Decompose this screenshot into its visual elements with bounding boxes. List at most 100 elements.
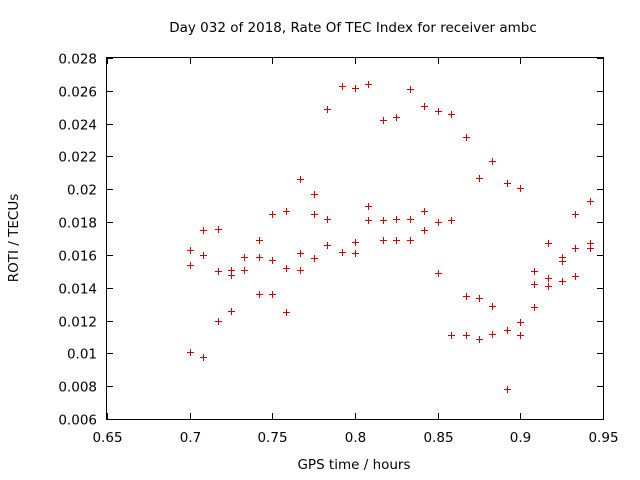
data-point: [297, 267, 304, 274]
data-point: [324, 106, 331, 113]
data-point: [559, 278, 566, 285]
data-point: [476, 175, 483, 182]
y-tick-label: 0.028: [58, 52, 97, 68]
data-point: [421, 208, 428, 215]
data-point: [517, 319, 524, 326]
data-point: [380, 237, 387, 244]
data-point: [448, 332, 455, 339]
data-point: [200, 252, 207, 259]
data-point: [241, 267, 248, 274]
data-point: [421, 227, 428, 234]
data-point: [324, 242, 331, 249]
data-point: [489, 158, 496, 165]
data-point: [463, 134, 470, 141]
y-tick-label: 0.012: [58, 315, 97, 331]
data-point: [545, 283, 552, 290]
y-tick-label: 0.026: [58, 85, 97, 101]
data-point: [269, 291, 276, 298]
y-tick-label: 0.01: [67, 347, 97, 363]
data-point: [476, 295, 483, 302]
x-tick-label: 0.85: [423, 430, 453, 446]
data-point: [311, 211, 318, 218]
data-point: [407, 216, 414, 223]
data-point: [572, 211, 579, 218]
data-point: [297, 176, 304, 183]
data-point: [393, 114, 400, 121]
data-point: [407, 237, 414, 244]
data-point: [269, 211, 276, 218]
data-point: [352, 85, 359, 92]
data-point: [572, 273, 579, 280]
data-point: [187, 247, 194, 254]
y-tick-label: 0.022: [58, 150, 97, 166]
data-point: [448, 111, 455, 118]
data-point: [380, 117, 387, 124]
data-point: [517, 332, 524, 339]
data-point: [393, 216, 400, 223]
data-point: [435, 219, 442, 226]
data-point: [504, 386, 511, 393]
x-tick-label: 0.8: [345, 430, 366, 446]
plot-frame: [106, 57, 604, 420]
data-point: [463, 332, 470, 339]
data-point: [463, 293, 470, 300]
data-point: [435, 270, 442, 277]
data-point: [587, 245, 594, 252]
data-point: [448, 217, 455, 224]
data-point: [241, 254, 248, 261]
y-tick-label: 0.014: [58, 282, 97, 298]
data-point: [435, 108, 442, 115]
data-point: [256, 291, 263, 298]
data-point: [531, 304, 538, 311]
y-tick-label: 0.024: [58, 118, 97, 134]
y-tick-label: 0.008: [58, 380, 97, 396]
data-point: [339, 249, 346, 256]
data-point: [283, 265, 290, 272]
x-axis-ticks: 0.65 0.7 0.75 0.8 0.85 0.9 0.95: [92, 58, 619, 446]
y-tick-label: 0.018: [58, 216, 97, 232]
data-point: [297, 250, 304, 257]
data-points: [187, 81, 594, 393]
data-point: [407, 86, 414, 93]
data-point: [311, 255, 318, 262]
data-point: [489, 331, 496, 338]
data-point: [228, 308, 235, 315]
data-point: [269, 257, 276, 264]
y-axis-label: ROTI / TECUs: [6, 194, 22, 282]
data-point: [256, 237, 263, 244]
y-axis-ticks: 0.006 0.008 0.01 0.012 0.014 0.016 0.018 0.02 0.…: [58, 52, 603, 429]
data-point: [215, 226, 222, 233]
data-point: [531, 268, 538, 275]
x-tick-label: 0.7: [180, 430, 201, 446]
data-point: [200, 354, 207, 361]
x-tick-label: 0.75: [257, 430, 287, 446]
data-point: [393, 237, 400, 244]
data-point: [283, 208, 290, 215]
data-point: [187, 262, 194, 269]
data-point: [352, 250, 359, 257]
data-point: [352, 239, 359, 246]
y-tick-label: 0.016: [58, 249, 97, 265]
data-point: [476, 336, 483, 343]
data-point: [187, 349, 194, 356]
y-tick-label: 0.02: [67, 183, 97, 199]
data-point: [421, 103, 428, 110]
chart-title: Day 032 of 2018, Rate Of TEC Index for r…: [169, 20, 537, 36]
data-point: [215, 268, 222, 275]
data-point: [365, 217, 372, 224]
data-point: [365, 203, 372, 210]
data-point: [531, 281, 538, 288]
x-tick-label: 0.65: [92, 430, 122, 446]
data-point: [324, 216, 331, 223]
data-point: [559, 258, 566, 265]
x-tick-label: 0.9: [510, 430, 531, 446]
data-point: [504, 180, 511, 187]
data-point: [256, 254, 263, 261]
data-point: [339, 83, 346, 90]
data-point: [504, 327, 511, 334]
data-point: [545, 275, 552, 282]
data-point: [545, 240, 552, 247]
data-point: [228, 272, 235, 279]
data-point: [489, 303, 496, 310]
